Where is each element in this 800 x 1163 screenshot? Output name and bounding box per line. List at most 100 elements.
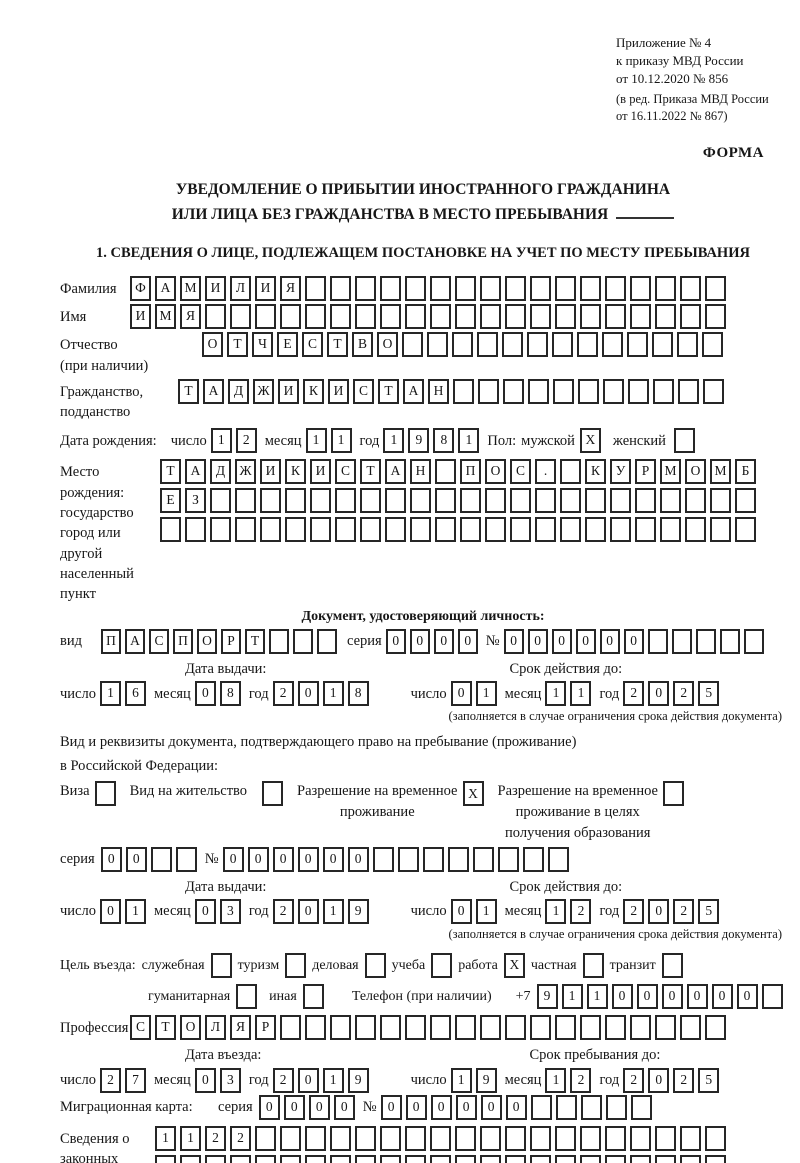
form-cell[interactable]: 1 — [322, 898, 344, 924]
form-cell[interactable]: А — [403, 378, 424, 404]
form-cell[interactable] — [180, 1154, 201, 1163]
form-cell[interactable] — [305, 1125, 326, 1151]
form-cell[interactable]: 0 — [611, 984, 633, 1010]
form-cell[interactable]: 7 — [124, 1067, 146, 1093]
form-cell[interactable]: А — [185, 459, 206, 485]
form-cell[interactable]: Т — [160, 459, 181, 485]
form-cell[interactable] — [703, 378, 724, 404]
form-cell[interactable] — [530, 304, 551, 330]
form-cell[interactable] — [580, 1015, 601, 1041]
form-cell[interactable] — [582, 953, 604, 979]
form-cell[interactable]: 0 — [247, 846, 269, 872]
form-cell[interactable]: 1 — [322, 1067, 344, 1093]
form-cell[interactable]: К — [285, 459, 306, 485]
form-cell[interactable] — [505, 1125, 526, 1151]
form-cell[interactable] — [552, 332, 573, 358]
form-cell[interactable] — [477, 332, 498, 358]
form-cell[interactable] — [380, 1015, 401, 1041]
form-cell[interactable]: К — [585, 459, 606, 485]
form-cell[interactable]: 0 — [505, 1094, 527, 1120]
form-cell[interactable] — [655, 1015, 676, 1041]
form-cell[interactable] — [397, 846, 419, 872]
form-cell[interactable] — [452, 332, 473, 358]
form-cell[interactable] — [330, 1154, 351, 1163]
form-cell[interactable] — [435, 488, 456, 514]
form-cell[interactable]: 0 — [686, 984, 708, 1010]
form-cell[interactable] — [505, 276, 526, 302]
form-cell[interactable] — [680, 1125, 701, 1151]
form-cell[interactable] — [530, 276, 551, 302]
form-cell[interactable] — [455, 1154, 476, 1163]
form-cell[interactable]: 0 — [194, 898, 216, 924]
form-cell[interactable]: 1 — [545, 898, 567, 924]
form-cell[interactable]: 1 — [458, 428, 480, 454]
form-cell[interactable]: 0 — [297, 1067, 319, 1093]
form-cell[interactable]: 0 — [551, 629, 572, 655]
form-cell[interactable] — [405, 1015, 426, 1041]
form-cell[interactable]: 2 — [272, 1067, 294, 1093]
form-cell[interactable]: А — [125, 629, 145, 655]
form-cell[interactable] — [661, 953, 683, 979]
form-cell[interactable] — [330, 276, 351, 302]
form-cell[interactable]: 1 — [545, 1067, 567, 1093]
form-cell[interactable]: 0 — [194, 681, 216, 707]
form-cell[interactable]: 0 — [322, 846, 344, 872]
purpose-work-checkbox[interactable]: X — [503, 953, 525, 979]
form-cell[interactable]: М — [660, 459, 681, 485]
form-cell[interactable] — [530, 1154, 551, 1163]
form-cell[interactable] — [305, 1154, 326, 1163]
form-cell[interactable] — [605, 304, 626, 330]
form-cell[interactable]: 2 — [230, 1125, 251, 1151]
form-cell[interactable] — [530, 1015, 551, 1041]
form-cell[interactable]: 8 — [433, 428, 455, 454]
form-cell[interactable]: 0 — [297, 681, 319, 707]
form-cell[interactable] — [605, 1154, 626, 1163]
form-cell[interactable]: 0 — [455, 1094, 477, 1120]
purpose-other-checkbox[interactable] — [302, 984, 324, 1010]
form-cell[interactable] — [380, 276, 401, 302]
form-cell[interactable] — [653, 378, 674, 404]
form-cell[interactable] — [285, 953, 307, 979]
form-cell[interactable]: Н — [428, 378, 449, 404]
form-cell[interactable] — [705, 276, 726, 302]
form-cell[interactable]: 0 — [125, 846, 147, 872]
form-cell[interactable] — [603, 378, 624, 404]
form-cell[interactable]: 0 — [99, 898, 121, 924]
form-cell[interactable] — [560, 459, 581, 485]
form-cell[interactable]: 0 — [661, 984, 683, 1010]
form-cell[interactable] — [317, 629, 337, 655]
form-cell[interactable] — [305, 304, 326, 330]
form-cell[interactable] — [360, 488, 381, 514]
form-cell[interactable] — [460, 517, 481, 543]
form-cell[interactable]: С — [149, 629, 169, 655]
form-cell[interactable] — [405, 1154, 426, 1163]
form-cell[interactable]: 1 — [475, 898, 497, 924]
form-cell[interactable] — [305, 276, 326, 302]
form-cell[interactable] — [330, 1015, 351, 1041]
form-cell[interactable] — [705, 1154, 726, 1163]
form-cell[interactable]: С — [510, 459, 531, 485]
form-cell[interactable] — [630, 1094, 652, 1120]
form-cell[interactable] — [435, 459, 456, 485]
form-cell[interactable]: 0 — [636, 984, 658, 1010]
form-cell[interactable] — [680, 276, 701, 302]
form-cell[interactable]: С — [302, 332, 323, 358]
form-cell[interactable]: И — [310, 459, 331, 485]
form-cell[interactable]: О — [180, 1015, 201, 1041]
form-cell[interactable] — [447, 846, 469, 872]
form-cell[interactable] — [302, 984, 324, 1010]
form-cell[interactable] — [635, 488, 656, 514]
form-cell[interactable] — [175, 846, 197, 872]
form-cell[interactable]: Е — [277, 332, 298, 358]
form-cell[interactable] — [627, 332, 648, 358]
form-cell[interactable] — [528, 378, 549, 404]
form-cell[interactable]: 0 — [100, 846, 122, 872]
form-cell[interactable] — [480, 1154, 501, 1163]
form-cell[interactable] — [560, 488, 581, 514]
form-cell[interactable] — [410, 517, 431, 543]
form-cell[interactable] — [230, 304, 251, 330]
form-cell[interactable]: 0 — [430, 1094, 452, 1120]
form-cell[interactable]: X — [579, 428, 601, 454]
form-cell[interactable] — [680, 1154, 701, 1163]
purpose-business-checkbox[interactable] — [210, 953, 232, 979]
